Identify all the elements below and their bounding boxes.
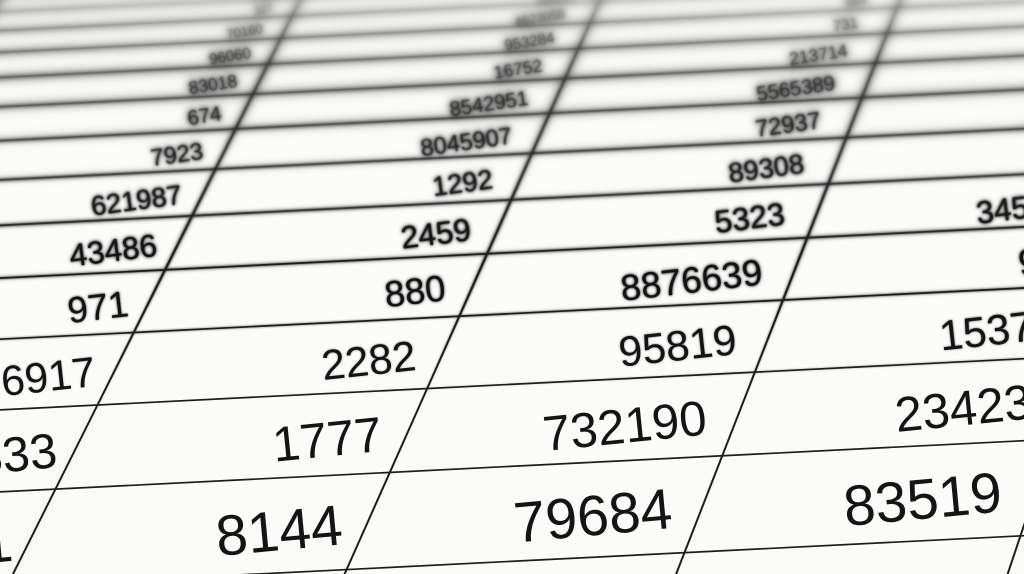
svg-text:2459: 2459 (399, 211, 473, 255)
svg-text:5323: 5323 (712, 196, 786, 240)
svg-text:880: 880 (382, 267, 447, 315)
svg-text:732190: 732190 (540, 391, 709, 462)
svg-text:74620: 74620 (250, 0, 282, 1)
svg-text:16752: 16752 (492, 55, 543, 82)
svg-text:8876639: 8876639 (618, 252, 764, 309)
svg-text:5833: 5833 (0, 423, 60, 489)
svg-text:8144: 8144 (213, 493, 345, 569)
svg-text:327: 327 (253, 2, 274, 17)
svg-text:7923: 7923 (149, 139, 205, 172)
svg-text:621987: 621987 (89, 179, 183, 222)
svg-text:83018: 83018 (187, 71, 238, 98)
svg-text:1777: 1777 (270, 407, 384, 473)
svg-text:43486: 43486 (67, 227, 159, 274)
svg-text:83519: 83519 (841, 461, 1005, 540)
svg-text:669: 669 (844, 0, 868, 9)
svg-text:971: 971 (65, 283, 130, 331)
svg-text:95819: 95819 (616, 317, 739, 377)
svg-text:72937: 72937 (754, 108, 823, 143)
svg-text:1292: 1292 (430, 163, 494, 202)
svg-text:15375: 15375 (937, 301, 1024, 361)
svg-text:674: 674 (186, 103, 223, 130)
svg-text:926: 926 (1016, 236, 1024, 284)
svg-text:23423: 23423 (892, 374, 1024, 443)
svg-text:6917: 6917 (0, 349, 98, 406)
svg-text:3453981: 3453981 (974, 180, 1024, 231)
svg-text:2282: 2282 (319, 333, 418, 390)
svg-text:89308: 89308 (726, 148, 805, 189)
svg-text:79684: 79684 (511, 477, 675, 556)
svg-text:39161: 39161 (0, 510, 16, 574)
svg-text:731: 731 (832, 14, 860, 35)
